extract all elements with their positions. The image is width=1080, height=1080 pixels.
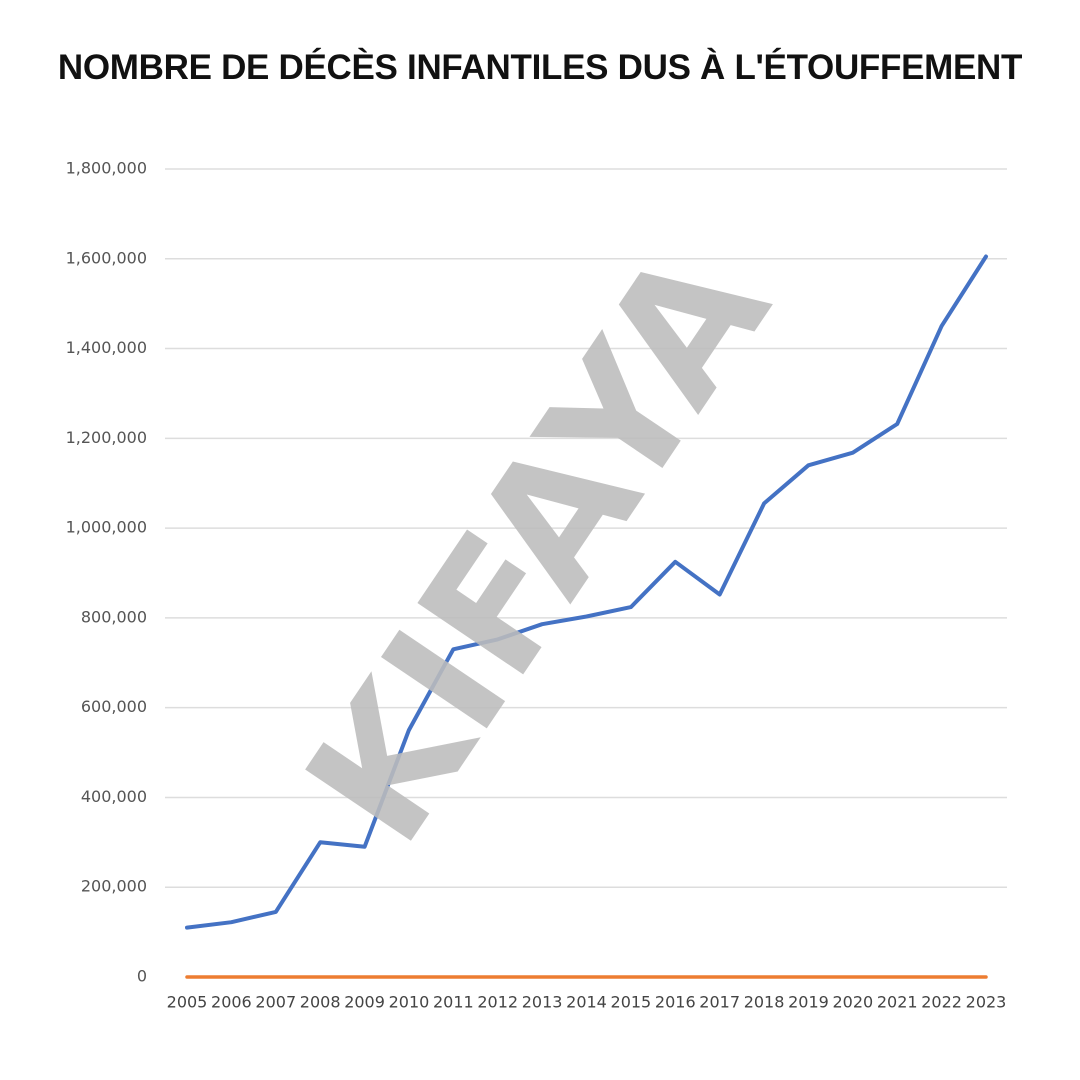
series-lines — [185, 254, 988, 979]
x-tick-label: 2019 — [788, 993, 829, 1012]
chart-title: NOMBRE DE DÉCÈS INFANTILES DUS À L'ÉTOUF… — [57, 48, 1023, 87]
x-tick-label: 2008 — [300, 993, 341, 1012]
x-tick-label: 2016 — [655, 993, 696, 1012]
y-tick-label: 1,800,000 — [66, 159, 147, 178]
y-tick-label: 400,000 — [81, 787, 147, 806]
y-tick-label: 200,000 — [81, 877, 147, 896]
y-tick-label: 1,400,000 — [66, 338, 147, 357]
y-tick-label: 1,000,000 — [66, 518, 147, 537]
x-tick-label: 2007 — [255, 993, 296, 1012]
y-tick-label: 1,600,000 — [66, 248, 147, 267]
x-tick-label: 2018 — [744, 993, 785, 1012]
y-tick-label: 1,200,000 — [66, 428, 147, 447]
gridlines — [165, 168, 1007, 888]
x-tick-label: 2009 — [344, 993, 385, 1012]
x-tick-label: 2014 — [566, 993, 607, 1012]
x-tick-label: 2013 — [522, 993, 563, 1012]
x-axis-tick-labels: 2005 2006 2007 2008 2009 2010 2011 2012 2013 2014… — [167, 993, 1007, 1012]
x-tick-label: 2012 — [477, 993, 518, 1012]
x-tick-label: 2011 — [433, 993, 474, 1012]
x-tick-label: 2023 — [966, 993, 1007, 1012]
y-tick-label: 600,000 — [81, 697, 147, 716]
series-line — [185, 254, 988, 930]
y-tick-label: 0 — [137, 967, 147, 986]
y-tick-label: 800,000 — [81, 607, 147, 626]
x-tick-label: 2020 — [832, 993, 873, 1012]
x-tick-label: 2017 — [699, 993, 740, 1012]
x-tick-label: 2015 — [611, 993, 652, 1012]
watermark-text: KIFAYA — [268, 213, 808, 877]
series-1 — [185, 254, 988, 930]
x-tick-label: 2005 — [167, 993, 208, 1012]
x-tick-label: 2006 — [211, 993, 252, 1012]
x-tick-label: 2021 — [877, 993, 918, 1012]
x-tick-label: 2022 — [921, 993, 962, 1012]
x-tick-label: 2010 — [389, 993, 430, 1012]
y-axis-tick-labels: 0 200,000 400,000 600,000 800,000 1,000,000 1,… — [66, 159, 147, 986]
